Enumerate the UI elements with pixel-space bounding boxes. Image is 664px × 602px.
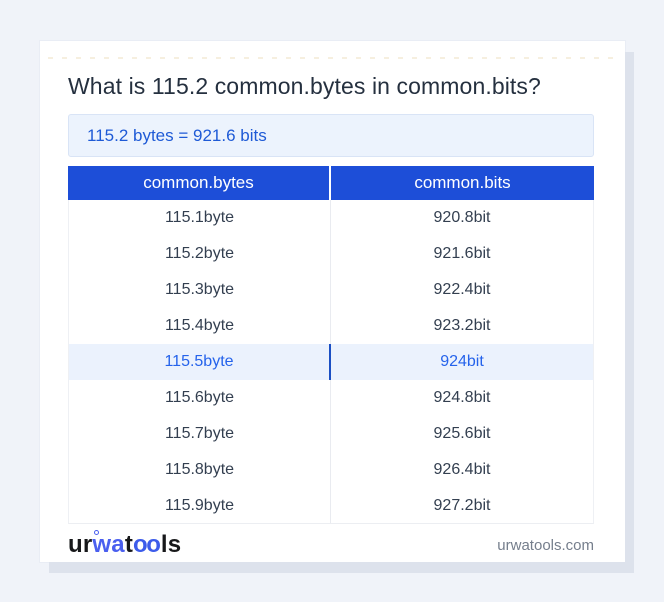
table-row[interactable]: 115.9byte 927.2bit bbox=[68, 488, 594, 524]
table-row[interactable]: 115.8byte 926.4bit bbox=[68, 452, 594, 488]
cell-bits[interactable]: 920.8bit bbox=[331, 200, 594, 236]
cell-bits[interactable]: 925.6bit bbox=[331, 416, 594, 452]
column-header-bits: common.bits bbox=[331, 166, 594, 200]
cell-bytes[interactable]: 115.8byte bbox=[68, 452, 331, 488]
cell-bits[interactable]: 924.8bit bbox=[331, 380, 594, 416]
converter-card: What is 115.2 common.bytes in common.bit… bbox=[40, 41, 625, 562]
conversion-result-text: 115.2 bytes = 921.6 bits bbox=[87, 125, 267, 145]
cell-bytes[interactable]: 115.1byte bbox=[68, 200, 331, 236]
page-title: What is 115.2 common.bytes in common.bit… bbox=[68, 73, 541, 99]
cell-bytes[interactable]: 115.4byte bbox=[68, 308, 331, 344]
table-row-highlighted[interactable]: 115.5byte 924bit bbox=[68, 344, 594, 380]
cell-bits[interactable]: 921.6bit bbox=[331, 236, 594, 272]
table-row[interactable]: 115.1byte 920.8bit bbox=[68, 200, 594, 236]
cell-bits[interactable]: 927.2bit bbox=[331, 488, 594, 524]
logo-ring-icon bbox=[94, 530, 99, 535]
logo-seg-oo: oo bbox=[133, 531, 161, 558]
logo-seg-ls: ls bbox=[160, 531, 182, 558]
table-row[interactable]: 115.4byte 923.2bit bbox=[68, 308, 594, 344]
logo-seg-ur: ur bbox=[68, 531, 93, 558]
cell-bits[interactable]: 923.2bit bbox=[331, 308, 594, 344]
table-row[interactable]: 115.7byte 925.6bit bbox=[68, 416, 594, 452]
conversion-result-box: 115.2 bytes = 921.6 bits bbox=[68, 114, 594, 157]
table-row[interactable]: 115.6byte 924.8bit bbox=[68, 380, 594, 416]
urwatools-logo[interactable]: urwatools bbox=[68, 530, 182, 559]
card-top-dashed-line bbox=[48, 57, 617, 59]
cell-bytes[interactable]: 115.6byte bbox=[68, 380, 331, 416]
cell-bits[interactable]: 924bit bbox=[331, 344, 594, 380]
table-row[interactable]: 115.3byte 922.4bit bbox=[68, 272, 594, 308]
cell-bytes[interactable]: 115.2byte bbox=[68, 236, 331, 272]
cell-bytes[interactable]: 115.3byte bbox=[68, 272, 331, 308]
table-row[interactable]: 115.2byte 921.6bit bbox=[68, 236, 594, 272]
cell-bits[interactable]: 926.4bit bbox=[331, 452, 594, 488]
column-header-bytes: common.bytes bbox=[68, 166, 331, 200]
cell-bits[interactable]: 922.4bit bbox=[331, 272, 594, 308]
conversion-table-head: common.bytes common.bits bbox=[68, 166, 594, 200]
card-footer: urwatools urwatools.com bbox=[68, 529, 594, 561]
cell-bytes[interactable]: 115.9byte bbox=[68, 488, 331, 524]
cell-bytes[interactable]: 115.7byte bbox=[68, 416, 331, 452]
conversion-table: common.bytes common.bits 115.1byte 920.8b… bbox=[68, 166, 594, 524]
logo-seg-t: t bbox=[124, 531, 134, 558]
header-row: common.bytes common.bits bbox=[68, 166, 594, 200]
logo-seg-wa: wa bbox=[92, 531, 125, 558]
site-link[interactable]: urwatools.com bbox=[497, 536, 594, 554]
cell-bytes[interactable]: 115.5byte bbox=[68, 344, 331, 380]
conversion-table-body: 115.1byte 920.8bit 115.2byte 921.6bit 115.3b… bbox=[68, 200, 594, 524]
